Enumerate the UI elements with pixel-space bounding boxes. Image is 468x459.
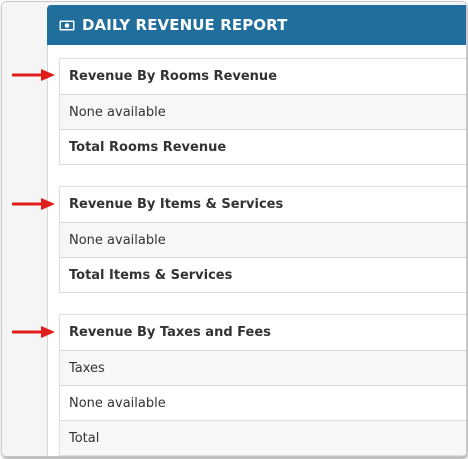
- table-row: Taxes: [60, 350, 466, 385]
- section-heading: Revenue By Taxes and Fees: [69, 325, 271, 340]
- section-items-services: Revenue By Items & Services None availab…: [59, 186, 466, 293]
- section-heading: Revenue By Items & Services: [69, 197, 284, 212]
- red-arrow-icon: [12, 198, 55, 210]
- red-arrow-icon: [12, 326, 55, 338]
- money-icon: [59, 20, 75, 30]
- table-row: None available: [60, 385, 466, 420]
- section-rooms-revenue: Revenue By Rooms Revenue None available …: [59, 58, 466, 165]
- total-row: Total Rooms Revenue: [60, 129, 466, 164]
- section-heading: Revenue By Rooms Revenue: [69, 69, 278, 84]
- total-row: Total Items & Services: [60, 257, 466, 292]
- report-header: DAILY REVENUE REPORT: [47, 5, 466, 45]
- report-title: DAILY REVENUE REPORT: [82, 16, 288, 34]
- red-arrow-icon: [12, 69, 55, 81]
- table-row: None available: [60, 222, 466, 257]
- table-row: None available: [60, 94, 466, 129]
- section-taxes-fees: Revenue By Taxes and Fees Taxes None ava…: [59, 314, 466, 456]
- total-row: Total: [60, 420, 466, 455]
